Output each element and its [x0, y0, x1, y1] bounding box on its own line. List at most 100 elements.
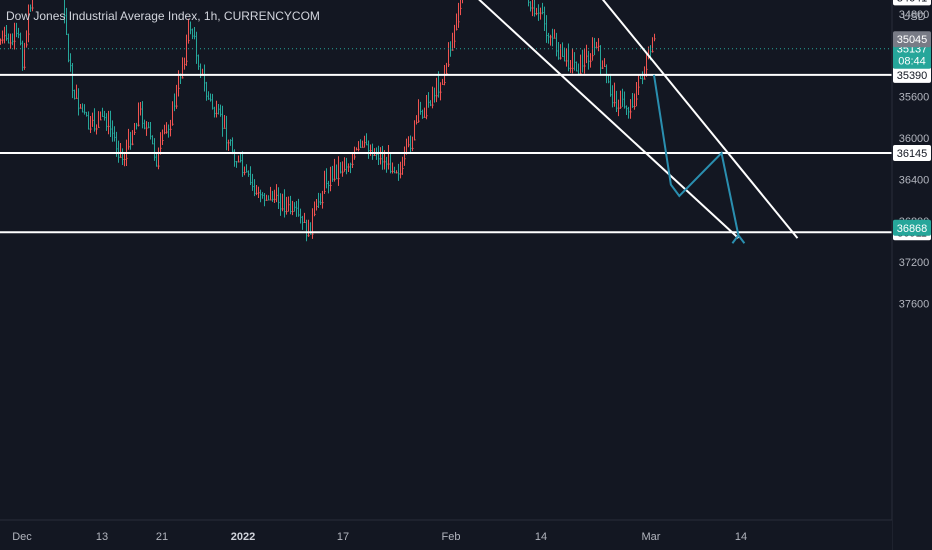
candle-body: [298, 214, 300, 216]
price-label-teal: [893, 40, 931, 69]
price-tick: 36400: [899, 174, 930, 186]
candle-body: [552, 37, 554, 39]
candle-body: [588, 60, 590, 62]
candle-body: [156, 165, 158, 167]
candle-body: [228, 142, 230, 144]
candle-body: [364, 142, 366, 144]
candle-body: [290, 211, 292, 213]
candle-body: [370, 150, 372, 152]
candle-body: [82, 111, 84, 113]
candle-body: [356, 148, 358, 150]
projection-path: [653, 74, 746, 244]
candle-body: [86, 115, 88, 117]
candle-body: [368, 150, 370, 152]
candle-body: [446, 73, 448, 75]
candle-body: [98, 126, 100, 128]
candle-body: [390, 170, 392, 172]
price-tick: 34800: [899, 9, 930, 21]
candle-body: [30, 7, 32, 9]
candle-body: [190, 29, 192, 31]
candle-body: [184, 63, 186, 65]
price-label-text: 35045: [897, 34, 928, 46]
price-label-white: [893, 145, 931, 161]
candle-body: [80, 107, 82, 109]
time-tick: 13: [96, 531, 108, 543]
candle-body: [376, 153, 378, 155]
candle-body: [72, 89, 74, 91]
price-label-text: 36868: [897, 223, 928, 235]
price-labels: 369113686836145353903513708:443504534641…: [893, 0, 931, 241]
candle-body: [152, 143, 154, 145]
candle-body: [204, 82, 206, 84]
candle-body: [210, 99, 212, 101]
candle-body: [354, 156, 356, 158]
price-tick: 36000: [899, 133, 930, 145]
candle-body: [434, 95, 436, 97]
candle-body: [234, 161, 236, 163]
time-tick: Dec: [12, 531, 32, 543]
candle-body: [388, 163, 390, 165]
candle-body: [560, 57, 562, 59]
candle-body: [540, 12, 542, 14]
candle-body: [458, 21, 460, 23]
candle-body: [624, 106, 626, 108]
chart-title: Dow Jones Industrial Average Index, 1h, …: [6, 9, 320, 23]
candle-body: [556, 50, 558, 52]
candle-body: [176, 105, 178, 107]
candle-body: [418, 120, 420, 122]
price-label-text: 36145: [897, 148, 928, 160]
candle-body: [330, 185, 332, 187]
candle-body: [312, 233, 314, 235]
candle-body: [166, 131, 168, 133]
candle-body: [360, 146, 362, 148]
candle-body: [24, 66, 26, 68]
candle-body: [280, 208, 282, 210]
candle-body: [394, 172, 396, 174]
candle-body: [300, 216, 302, 218]
price-label-white: [893, 66, 931, 83]
candle-body: [188, 39, 190, 41]
candle-body: [76, 97, 78, 99]
candle-body: [416, 121, 418, 123]
candle-body: [328, 185, 330, 187]
candle-body: [162, 139, 164, 141]
candle-body: [326, 182, 328, 184]
candle-body: [402, 168, 404, 170]
candle-body: [258, 192, 260, 194]
candle-body: [604, 65, 606, 67]
channel-line[interactable]: [477, 0, 740, 239]
candle-body: [620, 106, 622, 108]
candle-body: [400, 173, 402, 175]
price-axis: USD3760037200368003640036000356003520034…: [891, 0, 932, 550]
candle-body: [212, 107, 214, 109]
candle-body: [178, 87, 180, 89]
horizontal-levels: [0, 73, 892, 234]
candle-body: [584, 65, 586, 67]
candle-body: [422, 116, 424, 118]
candle-body: [270, 199, 272, 201]
candle-body: [104, 117, 106, 119]
candle-body: [4, 35, 6, 37]
candle-body: [342, 171, 344, 173]
time-tick: 2022: [231, 531, 255, 543]
candle-body: [314, 213, 316, 215]
candle-body: [310, 233, 312, 235]
projection-line[interactable]: [653, 74, 740, 236]
currency-label: USD: [902, 11, 925, 23]
candle-body: [78, 107, 80, 109]
candle-body: [2, 39, 4, 41]
candle-body: [550, 36, 552, 38]
candle-body: [20, 42, 22, 44]
candle-body: [92, 119, 94, 121]
candle-body: [206, 95, 208, 97]
candle-body: [324, 191, 326, 193]
candle-body: [168, 128, 170, 130]
candle-body: [194, 35, 196, 37]
candle-body: [74, 97, 76, 99]
candle-body: [284, 211, 286, 213]
candle-body: [408, 144, 410, 146]
candle-body: [264, 199, 266, 201]
candle-body: [362, 146, 364, 148]
channel-line[interactable]: [477, 0, 799, 239]
